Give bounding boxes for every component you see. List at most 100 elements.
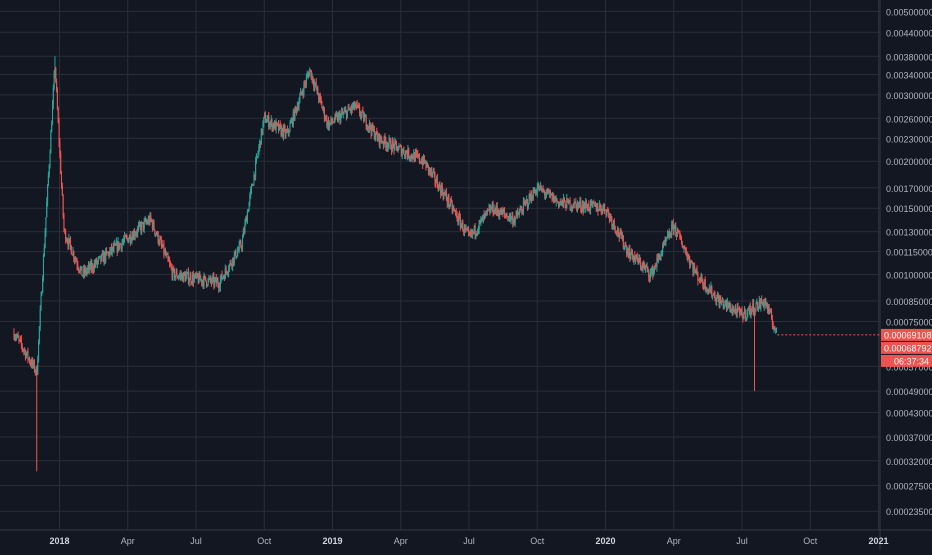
candle[interactable]	[750, 308, 752, 319]
candle[interactable]	[589, 207, 591, 214]
candle[interactable]	[184, 270, 186, 283]
candle[interactable]	[247, 208, 249, 213]
candle[interactable]	[762, 299, 764, 309]
candle[interactable]	[583, 200, 585, 213]
candle[interactable]	[167, 252, 169, 263]
candle[interactable]	[679, 230, 681, 240]
candle[interactable]	[32, 357, 34, 369]
candle[interactable]	[528, 193, 530, 205]
x-axis[interactable]: 2018 Apr Jul Oct 2019 Apr Jul Oct 2020 Apr Jul Oct 2…	[49, 536, 888, 546]
candle[interactable]	[613, 218, 615, 231]
candle[interactable]	[715, 297, 717, 306]
candle[interactable]	[614, 225, 616, 234]
candle[interactable]	[71, 253, 73, 256]
candle[interactable]	[158, 239, 160, 247]
candle[interactable]	[137, 225, 139, 238]
candle[interactable]	[504, 213, 506, 219]
candle[interactable]	[105, 247, 107, 264]
candle[interactable]	[146, 219, 149, 225]
candle[interactable]	[96, 260, 99, 269]
candle[interactable]	[377, 133, 380, 142]
candle[interactable]	[585, 199, 588, 209]
candle[interactable]	[151, 218, 153, 223]
candle[interactable]	[502, 206, 504, 218]
candle[interactable]	[316, 86, 318, 94]
candle[interactable]	[22, 347, 24, 352]
candle[interactable]	[240, 240, 242, 249]
candle[interactable]	[574, 201, 576, 204]
candle[interactable]	[166, 252, 168, 256]
candle[interactable]	[363, 112, 366, 122]
candle[interactable]	[248, 201, 250, 212]
candle[interactable]	[268, 112, 270, 131]
candle[interactable]	[102, 250, 104, 263]
candle[interactable]	[510, 215, 512, 225]
candle[interactable]	[533, 187, 535, 194]
candle[interactable]	[281, 125, 283, 137]
candle[interactable]	[69, 238, 71, 244]
candle[interactable]	[304, 79, 306, 88]
candle[interactable]	[394, 137, 396, 151]
candle[interactable]	[540, 185, 542, 192]
candle[interactable]	[94, 259, 96, 268]
candle[interactable]	[182, 271, 185, 283]
candle[interactable]	[192, 270, 194, 288]
candle[interactable]	[684, 245, 686, 250]
candle[interactable]	[258, 143, 260, 156]
candle[interactable]	[256, 155, 258, 159]
candle[interactable]	[21, 343, 23, 353]
candle[interactable]	[28, 357, 30, 361]
candle[interactable]	[549, 189, 551, 198]
candle[interactable]	[498, 207, 500, 220]
candle[interactable]	[469, 229, 471, 237]
candle[interactable]	[393, 143, 395, 155]
candle[interactable]	[83, 264, 85, 279]
candle[interactable]	[46, 197, 48, 218]
candle[interactable]	[545, 189, 547, 199]
candle[interactable]	[546, 188, 548, 195]
candle[interactable]	[16, 333, 18, 339]
candle[interactable]	[499, 209, 501, 220]
candle[interactable]	[610, 214, 612, 222]
candle[interactable]	[85, 266, 87, 276]
candle[interactable]	[386, 141, 388, 152]
candle[interactable]	[400, 144, 402, 157]
candle[interactable]	[173, 265, 175, 273]
candle[interactable]	[402, 148, 404, 154]
candle[interactable]	[195, 272, 197, 279]
candle[interactable]	[489, 204, 491, 216]
candle[interactable]	[759, 298, 761, 310]
candle[interactable]	[214, 276, 217, 283]
candle[interactable]	[487, 209, 489, 212]
candle[interactable]	[410, 153, 412, 163]
candle[interactable]	[468, 231, 470, 237]
candle[interactable]	[332, 121, 334, 124]
candle[interactable]	[322, 106, 324, 112]
candle[interactable]	[132, 230, 134, 241]
candle[interactable]	[769, 308, 771, 315]
candle[interactable]	[627, 248, 629, 259]
candle[interactable]	[160, 235, 162, 241]
candle[interactable]	[212, 272, 214, 283]
candle[interactable]	[714, 291, 716, 302]
candle[interactable]	[38, 339, 40, 363]
candle[interactable]	[123, 235, 125, 246]
candle[interactable]	[438, 182, 440, 191]
candle[interactable]	[595, 203, 597, 212]
candle[interactable]	[688, 253, 690, 260]
candle[interactable]	[467, 226, 470, 237]
candle[interactable]	[371, 123, 373, 137]
candle[interactable]	[65, 228, 67, 244]
candle[interactable]	[431, 172, 434, 178]
candle[interactable]	[324, 115, 326, 122]
candle[interactable]	[604, 209, 606, 211]
candle[interactable]	[494, 204, 496, 215]
candle[interactable]	[250, 183, 253, 195]
candle[interactable]	[392, 138, 394, 149]
candle[interactable]	[621, 230, 623, 240]
candle[interactable]	[756, 298, 758, 305]
candle[interactable]	[413, 152, 416, 163]
candle[interactable]	[477, 225, 479, 235]
